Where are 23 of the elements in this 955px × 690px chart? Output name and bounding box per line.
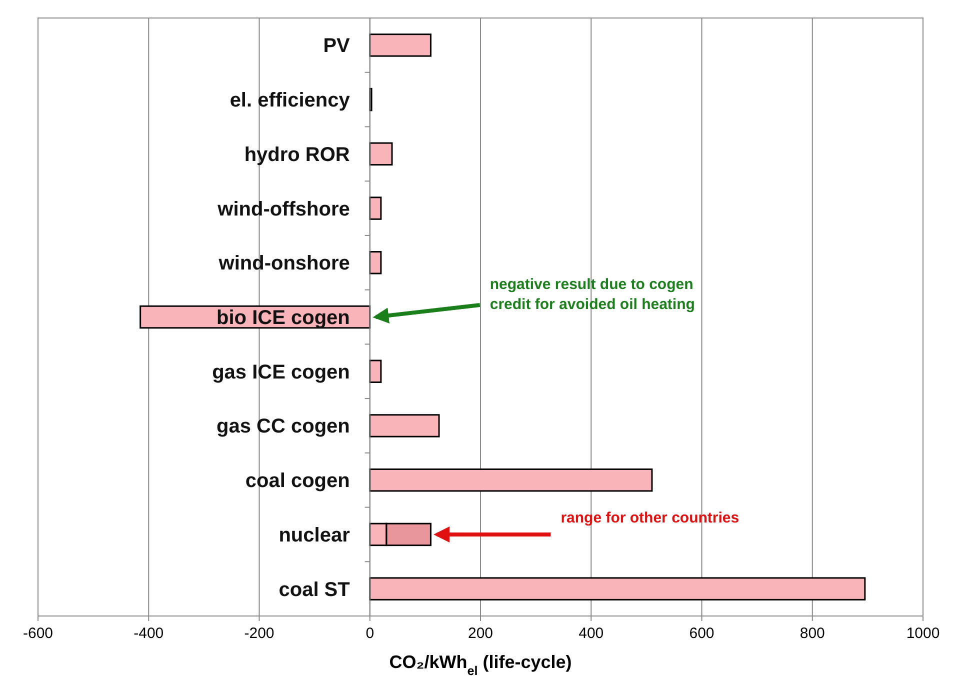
- y-tick-label: coal ST: [278, 578, 350, 601]
- x-tick-label: 0: [366, 625, 374, 642]
- x-tick-label: 600: [689, 625, 714, 642]
- x-tick-label: 200: [468, 625, 494, 642]
- x-tick-label: -400: [134, 625, 164, 642]
- x-tick-label: -200: [244, 625, 274, 642]
- annotation: range for other countries: [560, 509, 740, 526]
- y-tick-label: PV: [323, 35, 351, 58]
- x-tick-label: 1000: [906, 625, 940, 642]
- y-tick-label: bio ICE cogen: [216, 307, 350, 329]
- x-axis-title: CO₂/kWh$_{el}$ (life-cycle): [389, 652, 572, 678]
- x-tick-label: 400: [578, 625, 604, 642]
- y-tick-label: nuclear: [278, 524, 350, 546]
- annotation: negative result due to cogen credit for avoided oil heating: [490, 276, 695, 313]
- x-tick-label: 800: [800, 625, 825, 642]
- y-tick-label: gas CC cogen: [216, 416, 350, 438]
- y-tick-label: hydro ROR: [244, 144, 350, 166]
- y-tick-label: wind-offshore: [216, 198, 350, 220]
- y-tick-label: coal cogen: [245, 470, 350, 492]
- y-tick-label: gas ICE cogen: [212, 361, 350, 384]
- y-tick-label: wind-onshore: [218, 252, 350, 275]
- y-tick-label: el. efficiency: [230, 90, 351, 112]
- x-tick-label: -600: [22, 625, 54, 642]
